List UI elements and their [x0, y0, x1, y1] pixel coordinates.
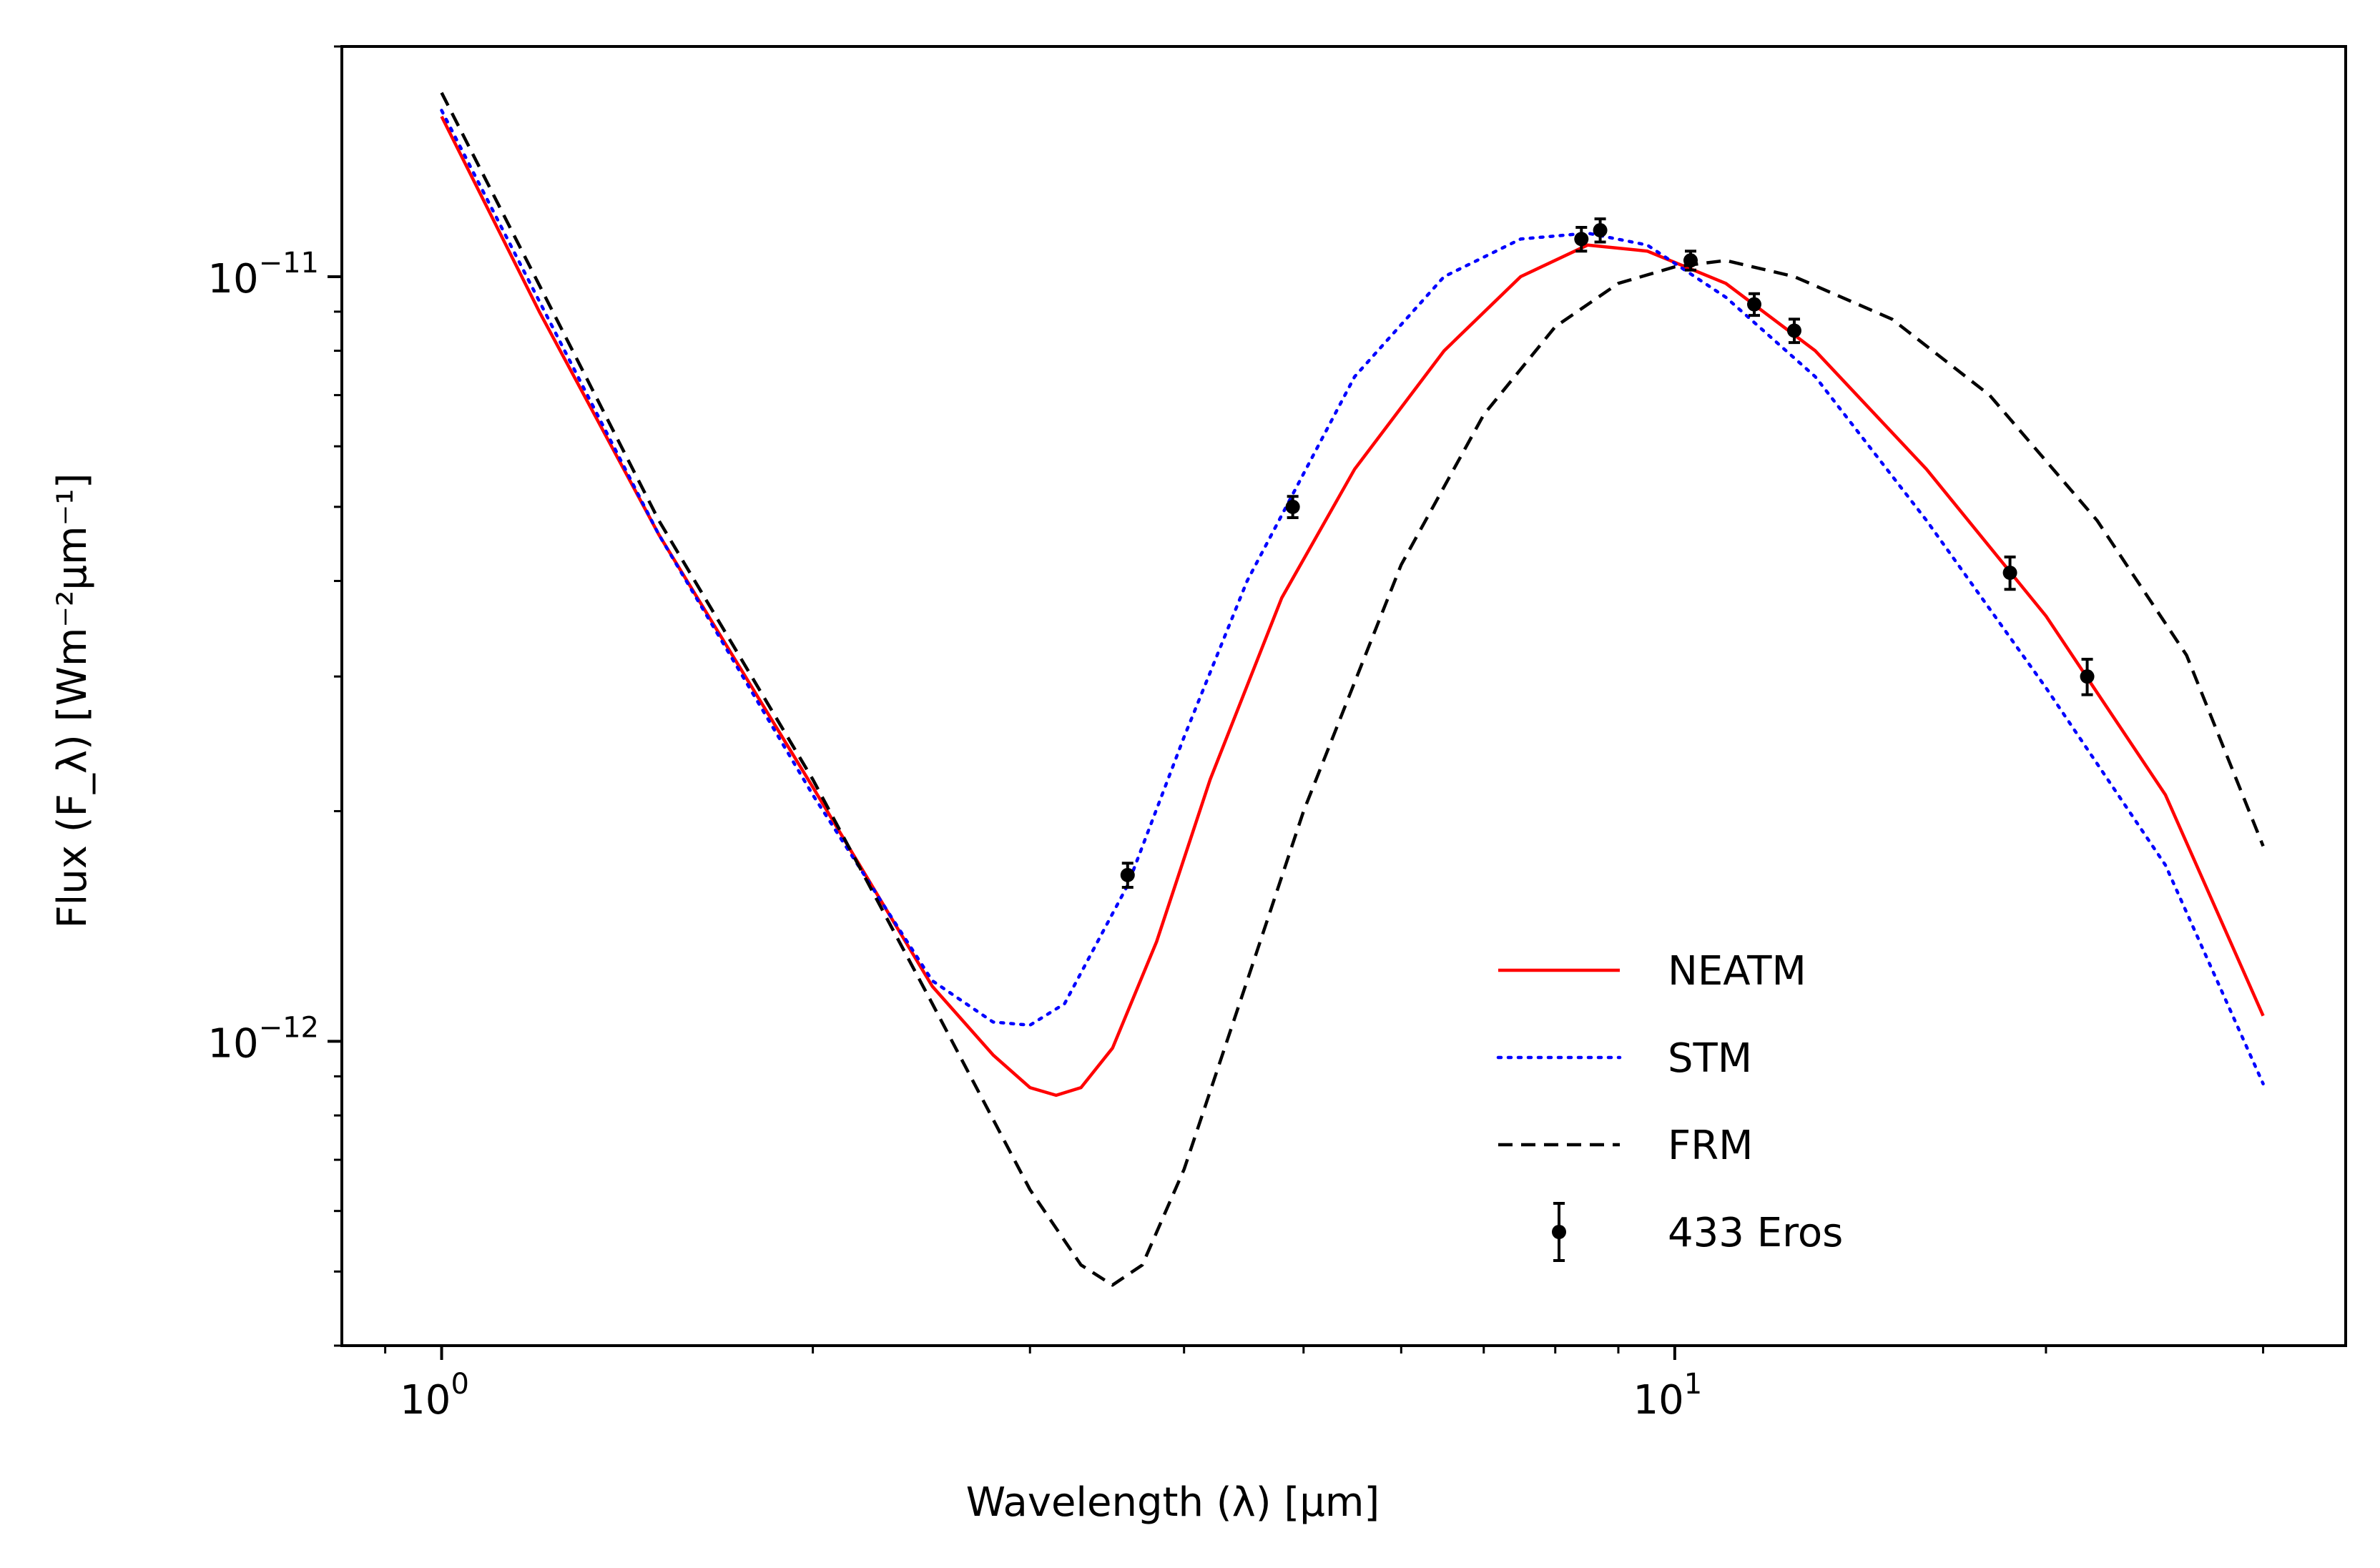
- x-tick-label: 101: [1633, 1368, 1702, 1424]
- y-axis-ticks: 10−11 10−12: [207, 45, 342, 1347]
- x-axis-title: Wavelength (λ) [μm]: [966, 1479, 1380, 1526]
- data-point-0: [1120, 867, 1135, 882]
- data-point-8: [2080, 669, 2095, 684]
- data-point-1: [1285, 499, 1300, 514]
- legend-label-frm: FRM: [1668, 1123, 1753, 1169]
- series-line-frm: [440, 92, 2265, 1287]
- legend-label-stm: STM: [1668, 1035, 1752, 1082]
- series-line-neatm: [440, 115, 2265, 1098]
- data-point-6: [1786, 323, 1801, 338]
- legend-marker-433-eros: [1552, 1225, 1566, 1239]
- series-layer: [440, 92, 2265, 1287]
- y-axis-title: Flux (F_λ) [Wm⁻²μm⁻¹]: [49, 473, 96, 929]
- x-axis-ticks: 100 101: [384, 1346, 2265, 1424]
- data-point-4: [1683, 253, 1698, 268]
- x-tick-label: 100: [400, 1368, 469, 1424]
- plot-area: [440, 92, 2265, 1287]
- legend-label-433-eros: 433 Eros: [1668, 1210, 1843, 1256]
- data-point-3: [1593, 223, 1608, 238]
- legend-label-neatm: NEATM: [1668, 948, 1806, 995]
- y-tick-label: 10−11: [207, 247, 319, 302]
- data-points-layer: [1120, 217, 2095, 889]
- y-tick-label: 10−12: [207, 1011, 319, 1067]
- data-point-2: [1574, 232, 1589, 247]
- data-point-5: [1746, 297, 1761, 312]
- data-point-7: [2002, 566, 2017, 581]
- legend: NEATM STM FRM 433 Eros: [1496, 948, 1843, 1262]
- series-line-stm: [440, 109, 2265, 1086]
- axes-frame: [340, 45, 2347, 1347]
